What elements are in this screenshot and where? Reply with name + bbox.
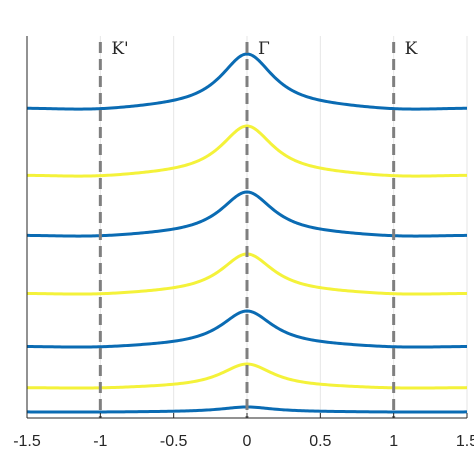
x-tick-label: 1.5: [456, 433, 474, 450]
marker-label-3: K: [405, 39, 418, 59]
x-tick-label: -1.5: [13, 433, 41, 450]
marker-label-2: Γ: [258, 39, 270, 59]
series-line-1: [26, 52, 468, 111]
series-line-5: [26, 309, 468, 349]
axis-layer: -1.5 -1 -0.5 0 0.5 1 1.5: [13, 36, 474, 450]
x-tick-label: 1: [389, 433, 398, 450]
x-tick-label: 0: [243, 433, 252, 450]
marker-layer: K' Γ K: [98, 39, 418, 418]
marker-label-1: K': [111, 39, 128, 59]
x-tick-label: -0.5: [160, 433, 188, 450]
series-line-2: [26, 124, 468, 178]
x-tick-label: 0.5: [309, 433, 331, 450]
x-tick-label: -1: [93, 433, 107, 450]
